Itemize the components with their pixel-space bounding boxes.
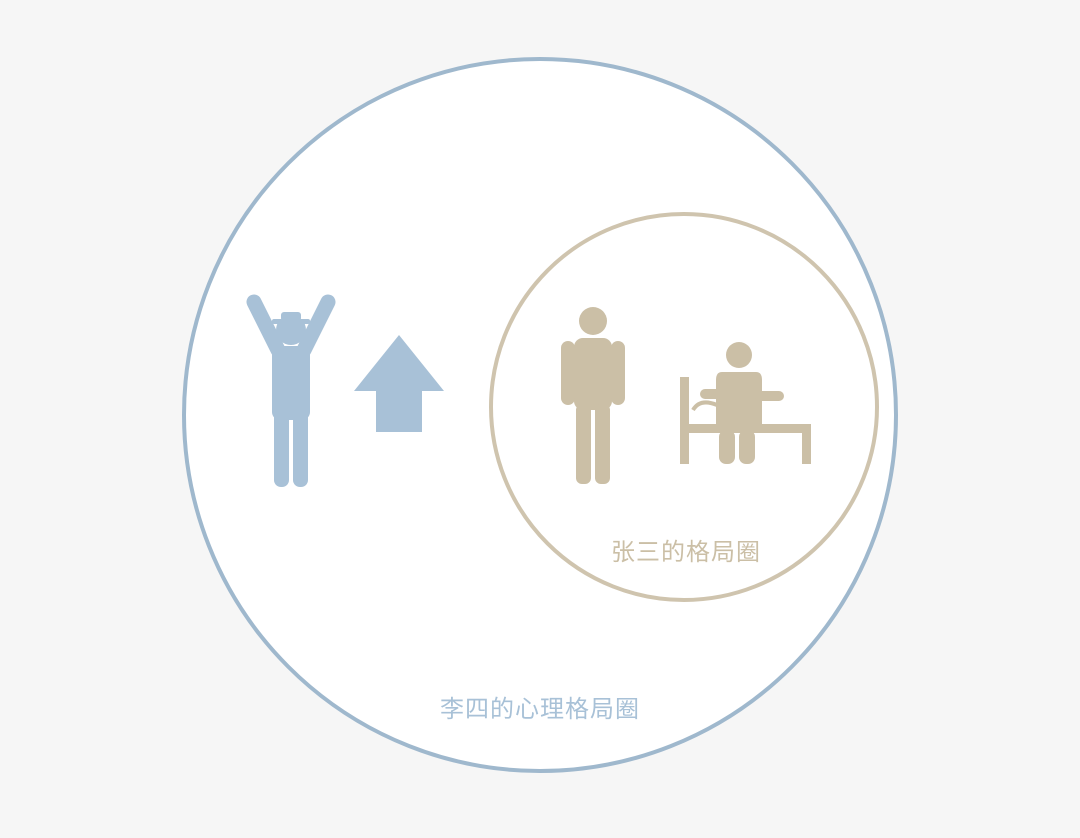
person-sitting-on-bed-icon	[680, 342, 811, 464]
up-arrow-icon	[354, 335, 444, 432]
inner-circle	[489, 212, 879, 602]
inner-circle-label: 张三的格局圈	[611, 538, 761, 566]
person-arms-raised-icon	[246, 294, 336, 487]
person-standing-icon	[561, 307, 625, 484]
outer-circle	[182, 57, 898, 773]
energy-label: 能量	[378, 434, 422, 458]
outer-circle-label: 李四的心理格局圈	[440, 695, 640, 723]
